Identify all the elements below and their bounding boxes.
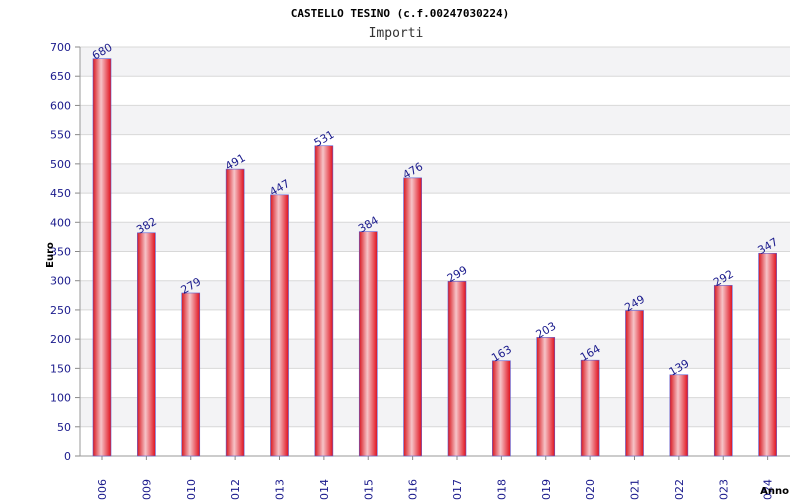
- y-tick-label: 600: [50, 99, 71, 112]
- x-tick-label: 2024: [762, 479, 775, 500]
- y-tick-label: 350: [50, 246, 71, 259]
- x-tick-label: 2013: [274, 479, 287, 500]
- grid-band: [80, 163, 790, 194]
- x-tick-label: 2015: [362, 479, 375, 500]
- bar: [358, 231, 378, 457]
- x-axis: 2006 2009 2010 2012 2013 2014 2015 2016 2017 2018…: [96, 456, 775, 500]
- x-tick-label: 2023: [717, 479, 730, 500]
- y-tick-label: 700: [50, 41, 71, 54]
- y-tick-label: 500: [50, 158, 71, 171]
- x-tick-label: 2022: [673, 479, 686, 500]
- bar: [92, 58, 112, 457]
- x-tick-label: 2016: [407, 479, 420, 500]
- grid-band: [80, 251, 790, 281]
- bar: [137, 232, 156, 457]
- y-tick-label: 150: [50, 362, 71, 375]
- bar: [181, 292, 201, 457]
- y-tick-label: 400: [50, 216, 71, 229]
- bar: [225, 168, 245, 457]
- y-tick-label: 650: [50, 70, 71, 83]
- bar: [403, 177, 422, 457]
- x-tick-label: 2020: [584, 479, 597, 500]
- chart-title: CASTELLO TESINO (c.f.00247030224): [291, 7, 510, 20]
- y-tick-label: 100: [50, 392, 71, 405]
- y-tick-label: 300: [50, 275, 71, 288]
- bar: [669, 374, 689, 457]
- grid-band: [80, 105, 790, 135]
- bar: [314, 145, 334, 457]
- grid-band: [80, 193, 790, 223]
- bar: [270, 194, 289, 457]
- grid-band: [80, 47, 790, 77]
- bar: [713, 285, 733, 457]
- y-axis-label: Euro: [45, 242, 56, 268]
- bar: [447, 280, 467, 457]
- bar: [625, 310, 644, 457]
- bar: [758, 252, 777, 457]
- x-axis-label: Anno: [760, 486, 789, 497]
- x-tick-label: 2021: [629, 479, 642, 500]
- bar: [536, 337, 556, 457]
- grid-band: [80, 222, 790, 252]
- x-tick-label: 2010: [185, 479, 198, 500]
- x-tick-label: 2018: [495, 479, 508, 500]
- y-tick-label: 200: [50, 333, 71, 346]
- x-tick-label: 2017: [451, 479, 464, 500]
- y-tick-label: 0: [64, 450, 71, 463]
- y-tick-label: 450: [50, 187, 71, 200]
- x-tick-label: 2014: [318, 479, 331, 500]
- grid-band: [80, 134, 790, 164]
- y-tick-label: 50: [57, 421, 71, 434]
- y-tick-label: 550: [50, 129, 71, 142]
- y-tick-label: 250: [50, 304, 71, 317]
- bar: [580, 359, 600, 457]
- bar: [492, 360, 511, 457]
- chart-subtitle: Importi: [369, 26, 424, 41]
- x-tick-label: 2019: [540, 479, 553, 500]
- grid-band: [80, 76, 790, 106]
- x-tick-label: 2006: [96, 479, 109, 500]
- x-tick-label: 2009: [140, 479, 153, 500]
- x-tick-label: 2012: [229, 479, 242, 500]
